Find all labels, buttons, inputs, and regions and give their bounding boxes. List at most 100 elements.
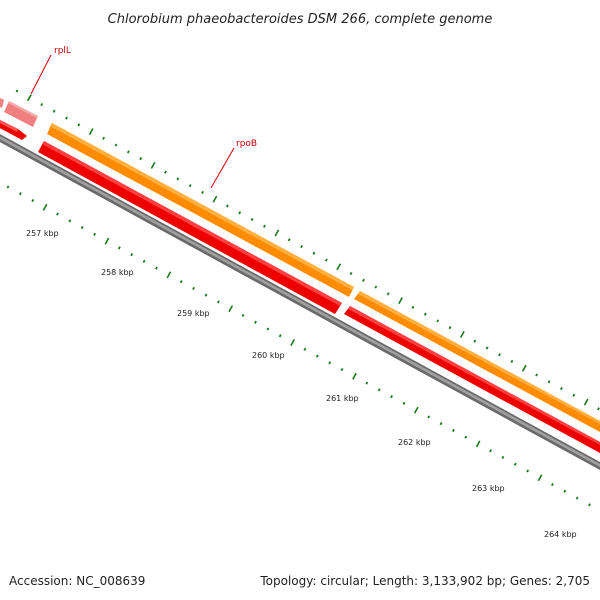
- tick-mark: [572, 393, 576, 397]
- gene-label-rpoB[interactable]: rpoB: [210, 139, 257, 189]
- tick-mark: [150, 161, 156, 169]
- genome-backbone: [0, 134, 600, 470]
- tick-mark: [192, 286, 195, 291]
- forward-strand-features: [0, 97, 600, 432]
- cds-reverse-right[interactable]: [344, 306, 600, 453]
- tick-mark: [411, 305, 415, 309]
- tick-mark: [402, 401, 406, 405]
- tick-mark: [18, 192, 22, 196]
- cds-forward-2[interactable]: [354, 291, 600, 432]
- tick-mark: [537, 474, 543, 482]
- kbp-label: 263 kbp: [472, 484, 505, 493]
- tick-mark: [312, 251, 316, 255]
- kbp-label: 258 kbp: [101, 268, 134, 277]
- kbp-label: 260 kbp: [252, 351, 285, 360]
- accession-text: Accession: NC_008639: [9, 574, 146, 588]
- tick-mark: [278, 334, 282, 338]
- tick-mark: [352, 372, 357, 380]
- tick-mark: [365, 381, 369, 385]
- tick-mark: [6, 185, 10, 189]
- tick-mark: [274, 229, 280, 237]
- cds-forward-1[interactable]: [47, 123, 354, 297]
- tick-mark: [386, 292, 390, 296]
- tick-mark: [290, 339, 295, 346]
- tick-mark: [336, 263, 342, 271]
- tick-mark: [377, 388, 381, 392]
- tick-mark: [238, 211, 242, 215]
- tick-mark: [547, 380, 551, 384]
- cds-reverse-left-highlight: [0, 120, 18, 132]
- tick-mark: [241, 313, 245, 318]
- gene-label-rplL[interactable]: rplL: [30, 46, 71, 95]
- tick-mark: [535, 373, 539, 377]
- tick-mark: [464, 435, 468, 439]
- tick-mark: [102, 136, 105, 140]
- tick-mark: [52, 109, 56, 113]
- kbp-label: 262 kbp: [398, 438, 431, 447]
- cds-light-left[interactable]: [0, 97, 4, 108]
- tick-mark: [179, 280, 183, 284]
- cds-forward-1-highlight: [50, 123, 354, 290]
- tick-mark: [27, 94, 32, 102]
- rplL-label: rplL: [54, 46, 71, 56]
- kbp-label: 257 kbp: [26, 229, 59, 238]
- cds-rpoB-region[interactable]: [38, 141, 342, 314]
- tick-mark: [88, 128, 94, 135]
- rplL-leader-line: [30, 54, 52, 95]
- kbp-label: 259 kbp: [177, 309, 210, 318]
- tick-mark: [303, 347, 307, 351]
- tick-mark: [436, 319, 440, 323]
- rpoB-label: rpoB: [236, 139, 257, 149]
- tick-mark: [216, 300, 220, 304]
- tick-mark: [460, 331, 465, 338]
- tick-mark: [452, 428, 455, 433]
- genome-summary-text: Topology: circular; Length: 3,133,902 bp…: [260, 574, 590, 588]
- map-title: Chlorobium phaeobacteroides DSM 266, com…: [108, 12, 493, 27]
- tick-mark: [300, 244, 303, 249]
- tick-mark: [498, 353, 501, 357]
- tick-mark: [201, 190, 204, 195]
- cds-forward-2-highlight: [358, 291, 600, 424]
- kbp-label: 264 kbp: [544, 530, 577, 539]
- tick-mark: [398, 297, 403, 305]
- tick-mark: [77, 123, 81, 127]
- tick-mark: [228, 305, 234, 313]
- tick-mark: [473, 339, 477, 343]
- tick-mark: [114, 143, 118, 147]
- tick-mark: [489, 449, 492, 453]
- tick-mark: [340, 367, 344, 372]
- tick-mark: [68, 219, 72, 223]
- tick-mark: [510, 359, 514, 364]
- tick-mark: [287, 238, 291, 242]
- tick-mark: [563, 489, 567, 493]
- tick-mark: [254, 320, 257, 324]
- tick-mark: [390, 395, 393, 399]
- cds-reverse-right-highlight: [348, 306, 600, 445]
- tick-mark: [315, 354, 319, 358]
- tick-mark: [597, 407, 600, 411]
- tick-mark: [40, 102, 44, 107]
- tick-mark: [423, 312, 427, 316]
- cds-rplL[interactable]: [4, 101, 38, 127]
- inner-tick-track: [6, 185, 591, 507]
- tick-mark: [31, 198, 35, 203]
- tick-mark: [501, 455, 505, 460]
- tick-mark: [93, 232, 96, 236]
- tick-mark: [225, 204, 229, 208]
- tick-mark: [204, 293, 208, 297]
- reverse-strand-features: [0, 120, 600, 453]
- tick-mark: [56, 212, 59, 216]
- tick-mark: [513, 462, 517, 466]
- tick-mark: [15, 89, 19, 93]
- cds-rplL-highlight: [8, 101, 38, 118]
- tick-mark: [439, 422, 443, 426]
- tick-mark: [139, 157, 143, 161]
- tick-mark: [427, 415, 431, 419]
- tick-mark: [80, 225, 84, 230]
- kbp-scale-labels: 257 kbp 258 kbp 259 kbp 260 kbp 261 kbp …: [26, 229, 577, 539]
- outer-tick-track: [15, 89, 600, 411]
- tick-mark: [349, 271, 353, 276]
- tick-mark: [155, 266, 158, 270]
- tick-mark: [374, 285, 378, 289]
- tick-mark: [362, 278, 365, 282]
